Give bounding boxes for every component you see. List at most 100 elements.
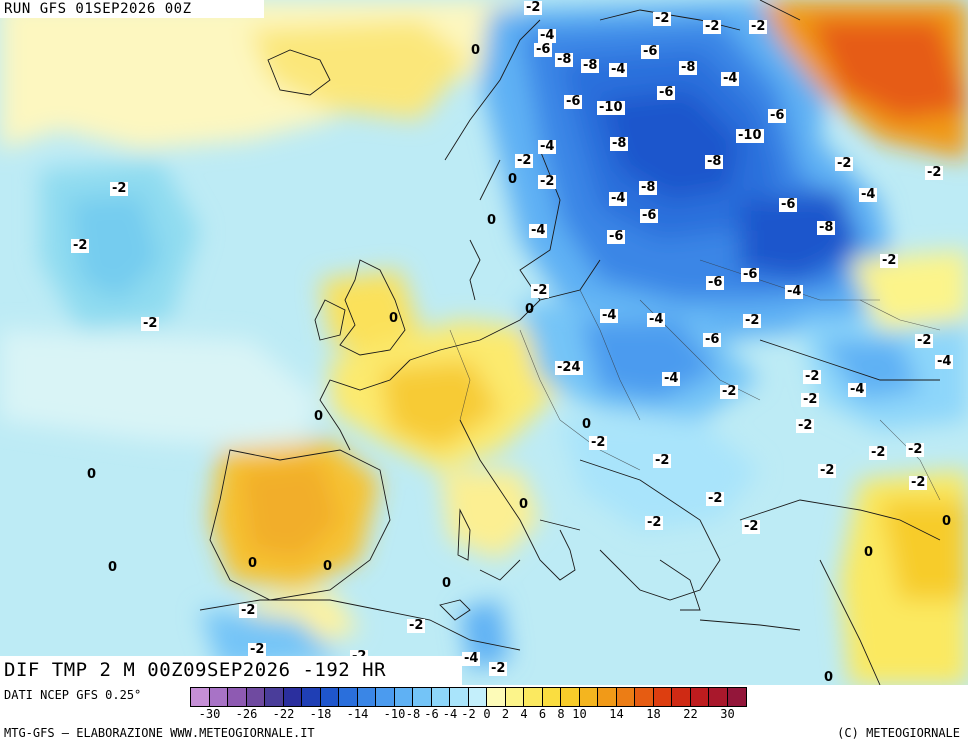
contour-label: -8 xyxy=(679,60,698,75)
legend-swatch xyxy=(265,688,284,706)
legend-tick: -6 xyxy=(424,707,439,721)
legend-swatch xyxy=(505,688,524,706)
contour-label: -2 xyxy=(248,642,267,657)
legend-tick: 30 xyxy=(720,707,735,721)
contour-label: 0 xyxy=(942,514,952,529)
legend-tick: -22 xyxy=(272,707,295,721)
contour-label: 0 xyxy=(508,172,518,187)
contour-label: -2 xyxy=(141,316,160,331)
contour-label: 0 xyxy=(487,213,497,228)
contour-label: -2 xyxy=(524,0,543,15)
contour-label: -4 xyxy=(848,382,867,397)
forecast-title: DIF TMP 2 M 00Z09SEP2026 -192 HR xyxy=(0,656,462,685)
credit-left: MTG-GFS — ELABORAZIONE WWW.METEOGIORNALE… xyxy=(4,726,315,740)
legend-swatch xyxy=(283,688,302,706)
legend-swatch xyxy=(339,688,358,706)
contour-label: -4 xyxy=(529,223,548,238)
contour-label: -2 xyxy=(915,333,934,348)
legend-tick: -10 xyxy=(383,707,406,721)
contour-label: -4 xyxy=(609,191,628,206)
legend-swatch xyxy=(635,688,654,706)
contour-label: -8 xyxy=(705,154,724,169)
contour-label: -6 xyxy=(564,94,583,109)
legend-tick: 14 xyxy=(609,707,624,721)
contour-label: -2 xyxy=(703,19,722,34)
legend-tick: -26 xyxy=(235,707,258,721)
legend-tick: 18 xyxy=(646,707,661,721)
legend-swatch xyxy=(579,688,598,706)
legend-swatch xyxy=(616,688,635,706)
contour-label: -4 xyxy=(538,28,557,43)
legend-swatch xyxy=(376,688,395,706)
contour-label: 0 xyxy=(389,311,399,326)
contour-label: -2 xyxy=(515,153,534,168)
contour-label: 0 xyxy=(471,43,481,58)
legend-tick: -2 xyxy=(461,707,476,721)
legend-swatch xyxy=(468,688,487,706)
contour-label: -2 xyxy=(531,283,550,298)
contour-label: -2 xyxy=(818,463,837,478)
legend-tick: 2 xyxy=(501,707,510,721)
contour-label: -6 xyxy=(768,108,787,123)
contour-label: -2 xyxy=(835,156,854,171)
contour-label: 0 xyxy=(87,467,97,482)
contour-label: -6 xyxy=(741,267,760,282)
legend-swatch xyxy=(709,688,728,706)
contour-label: 0 xyxy=(108,560,118,575)
run-title: RUN GFS 01SEP2026 00Z xyxy=(0,0,264,18)
contour-label: 0 xyxy=(248,556,258,571)
contour-label: 0 xyxy=(442,576,452,591)
legend-swatch xyxy=(727,688,746,706)
contour-label: -10 xyxy=(597,100,625,115)
contour-label: -4 xyxy=(721,71,740,86)
legend-swatch xyxy=(487,688,506,706)
legend-tick: -30 xyxy=(198,707,221,721)
contour-label: -6 xyxy=(706,275,725,290)
legend-swatch xyxy=(690,688,709,706)
contour-label: -2 xyxy=(407,618,426,633)
anomaly-fields xyxy=(0,0,968,685)
contour-label: -8 xyxy=(610,136,629,151)
contour-label: 0 xyxy=(864,545,874,560)
contour-label: -2 xyxy=(538,174,557,189)
legend-swatch xyxy=(246,688,265,706)
contour-label: -4 xyxy=(462,651,481,666)
contour-label: -8 xyxy=(581,58,600,73)
contour-label: -8 xyxy=(817,220,836,235)
contour-label: -4 xyxy=(935,354,954,369)
legend-swatch xyxy=(561,688,580,706)
legend-tick: -4 xyxy=(442,707,458,721)
contour-label: -2 xyxy=(906,442,925,457)
legend-swatch xyxy=(191,688,210,706)
contour-label: -2 xyxy=(110,181,129,196)
contour-label: -2 xyxy=(71,238,90,253)
contour-label: -2 xyxy=(880,253,899,268)
legend-tick: -8 xyxy=(405,707,421,721)
contour-label: -4 xyxy=(647,312,666,327)
legend-tick: -14 xyxy=(346,707,369,721)
contour-label: 0 xyxy=(582,417,592,432)
contour-label: -2 xyxy=(239,603,258,618)
contour-label: -2 xyxy=(801,392,820,407)
contour-label: 0 xyxy=(314,409,324,424)
contour-label: -2 xyxy=(742,519,761,534)
legend-swatch xyxy=(653,688,672,706)
contour-label: -8 xyxy=(639,180,658,195)
contour-label: -4 xyxy=(859,187,878,202)
data-source: DATI NCEP GFS 0.25° xyxy=(4,688,142,702)
contour-label: -2 xyxy=(749,19,768,34)
contour-label: 0 xyxy=(519,497,529,512)
legend-tick: 10 xyxy=(572,707,587,721)
legend-tick: 8 xyxy=(557,707,565,721)
legend-tick: 4 xyxy=(520,707,528,721)
legend-swatch xyxy=(672,688,691,706)
contour-label: -6 xyxy=(640,208,659,223)
contour-label: -6 xyxy=(779,197,798,212)
contour-label: -2 xyxy=(925,165,944,180)
legend-swatch xyxy=(302,688,321,706)
contour-label: -24 xyxy=(555,360,583,375)
legend-swatch xyxy=(357,688,376,706)
legend-swatch xyxy=(450,688,469,706)
legend-swatch xyxy=(598,688,617,706)
contour-label: 0 xyxy=(323,559,333,574)
